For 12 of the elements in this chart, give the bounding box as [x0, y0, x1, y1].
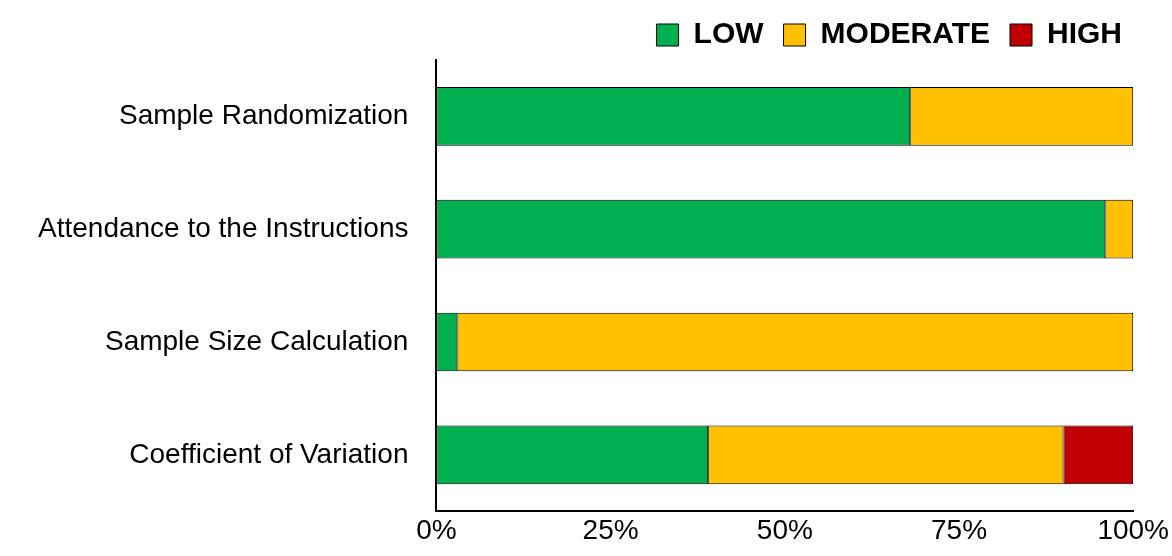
x-tick-label: 50% — [756, 513, 813, 545]
legend-label: LOW — [693, 16, 765, 50]
y-tick-label: Sample Size Calculation — [104, 324, 409, 356]
x-tick-label: 25% — [582, 513, 639, 545]
y-tick-label: Coefficient of Variation — [129, 437, 409, 469]
y-tick-label: Attendance to the Instructions — [38, 211, 409, 243]
legend-label: HIGH — [1047, 16, 1122, 50]
x-tick-label: 75% — [930, 513, 988, 545]
x-tick-label: 0% — [416, 513, 457, 545]
y-tick-label: Sample Randomization — [118, 99, 409, 131]
x-tick-label: 100% — [1097, 513, 1170, 545]
legend-label: MODERATE — [820, 16, 991, 50]
